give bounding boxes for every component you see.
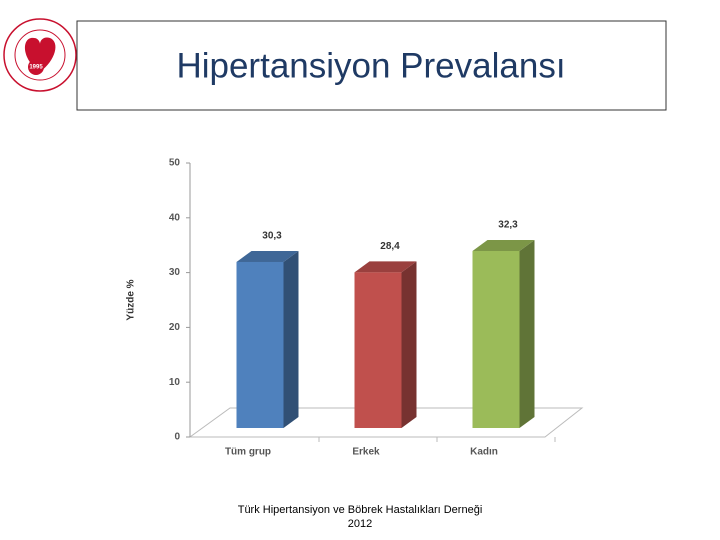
y-tick-label: 40 xyxy=(169,212,181,223)
y-tick-label: 50 xyxy=(169,158,181,169)
bar xyxy=(354,272,402,428)
y-axis-label: Yüzde % xyxy=(126,279,137,320)
bar xyxy=(472,250,520,428)
x-tick-label: Kadın xyxy=(470,447,498,458)
y-tick-label: 10 xyxy=(169,377,181,388)
x-tick-label: Tüm grup xyxy=(225,447,271,458)
bar-top xyxy=(354,261,417,273)
bar-top xyxy=(236,250,299,262)
y-tick-label: 0 xyxy=(174,432,180,443)
bar-side xyxy=(519,239,535,428)
bar-side xyxy=(283,250,299,428)
logo-badge xyxy=(28,59,44,75)
chart-title: Hipertansiyon Prevalansı xyxy=(176,46,565,85)
y-tick-label: 30 xyxy=(169,267,181,278)
logo-year: 1995 xyxy=(29,65,43,71)
bar-top xyxy=(472,239,535,251)
logo: 1995 xyxy=(3,18,77,92)
footer-line: 2012 xyxy=(348,518,372,530)
value-label: 30,3 xyxy=(262,231,282,242)
title-box xyxy=(76,20,667,111)
y-tick-label: 20 xyxy=(169,322,181,333)
bar xyxy=(236,261,284,428)
value-label: 32,3 xyxy=(498,220,518,231)
bar-side xyxy=(401,261,417,428)
footer-line: Türk Hipertansiyon ve Böbrek Hastalıklar… xyxy=(238,504,483,516)
x-tick-label: Erkek xyxy=(352,447,380,458)
value-label: 28,4 xyxy=(380,241,400,252)
